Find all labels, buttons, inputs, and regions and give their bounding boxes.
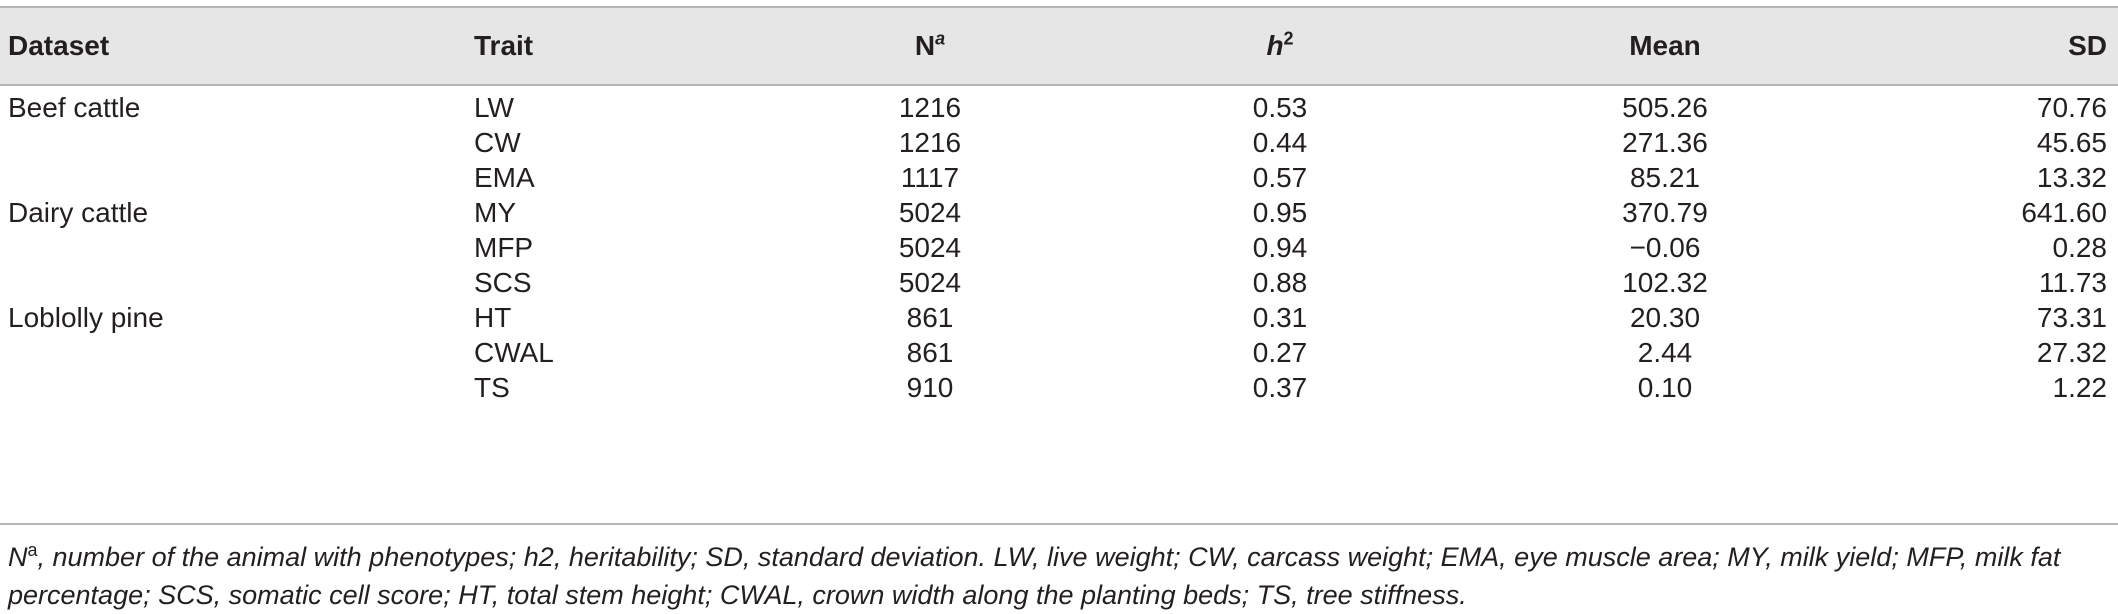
cell-h2: 0.44: [1252, 127, 1308, 158]
table-row: EMA 1117 0.57 85.21 13.32: [0, 160, 2118, 195]
cell-n: 861: [906, 302, 954, 333]
cell-sd: 70.76: [2036, 92, 2107, 123]
table-row: Beef cattle LW 1216 0.53 505.26 70.76: [0, 90, 2118, 125]
cell-trait: EMA: [474, 162, 535, 193]
table-top-rule: [0, 6, 2118, 8]
cell-trait: HT: [474, 302, 512, 333]
footnote-n-superscript: a: [27, 540, 38, 560]
cell-dataset: Beef cattle: [8, 92, 141, 123]
cell-sd: 27.32: [2036, 337, 2107, 368]
cell-sd: 1.22: [2052, 372, 2108, 403]
cell-trait: MY: [474, 197, 516, 228]
cell-trait: TS: [474, 372, 510, 403]
cell-trait: CW: [474, 127, 521, 158]
cell-trait: MFP: [474, 232, 534, 263]
table-row: TS 910 0.37 0.10 1.22: [0, 370, 2118, 405]
header-h2-superscript: 2: [1283, 28, 1294, 49]
cell-trait: LW: [474, 92, 514, 123]
table-header-row: Dataset Trait Na h2 Mean SD: [0, 8, 2118, 84]
table-header-rule: [0, 84, 2118, 86]
cell-trait: SCS: [474, 267, 532, 298]
table-row: Dairy cattle MY 5024 0.95 370.79 641.60: [0, 195, 2118, 230]
cell-dataset: Loblolly pine: [8, 302, 164, 333]
cell-h2: 0.88: [1252, 267, 1308, 298]
table-row: SCS 5024 0.88 102.32 11.73: [0, 265, 2118, 300]
cell-mean: 505.26: [1622, 92, 1708, 123]
cell-h2: 0.53: [1252, 92, 1308, 123]
table-row: Loblolly pine HT 861 0.31 20.30 73.31: [0, 300, 2118, 335]
cell-h2: 0.27: [1252, 337, 1308, 368]
cell-sd: 641.60: [2021, 197, 2107, 228]
cell-sd: 0.28: [2052, 232, 2108, 263]
cell-n: 5024: [898, 197, 962, 228]
cell-n: 1117: [900, 162, 960, 193]
header-h2-label: h: [1266, 30, 1284, 61]
cell-h2: 0.94: [1252, 232, 1308, 263]
cell-mean: 370.79: [1622, 197, 1708, 228]
cell-mean: 20.30: [1629, 302, 1701, 333]
cell-n: 1216: [898, 127, 962, 158]
cell-mean: 0.10: [1637, 372, 1693, 403]
cell-sd: 13.32: [2036, 162, 2107, 193]
header-n-superscript: a: [935, 28, 946, 49]
cell-n: 861: [906, 337, 954, 368]
header-trait: Trait: [474, 30, 534, 61]
cell-mean: 2.44: [1637, 337, 1693, 368]
cell-trait: CWAL: [474, 337, 554, 368]
footnote-n-symbol: N: [8, 542, 28, 572]
cell-h2: 0.57: [1252, 162, 1308, 193]
table-bottom-rule: [0, 523, 2118, 525]
cell-sd: 73.31: [2036, 302, 2107, 333]
header-n-label: N: [914, 30, 936, 61]
cell-n: 5024: [898, 267, 962, 298]
header-dataset: Dataset: [8, 30, 110, 61]
header-n: Na: [830, 8, 1030, 84]
header-sd: SD: [2068, 30, 2107, 61]
cell-mean: 271.36: [1622, 127, 1708, 158]
table-header-background: [0, 8, 2118, 84]
cell-h2: 0.95: [1252, 197, 1308, 228]
cell-h2: 0.31: [1252, 302, 1308, 333]
cell-mean: 102.32: [1622, 267, 1708, 298]
footnote-text: , number of the animal with phenotypes; …: [8, 542, 2061, 610]
table-row: CW 1216 0.44 271.36 45.65: [0, 125, 2118, 160]
cell-sd: 11.73: [2039, 267, 2107, 298]
cell-n: 910: [906, 372, 954, 403]
cell-mean: −0.06: [1629, 232, 1701, 263]
cell-n: 5024: [898, 232, 962, 263]
cell-mean: 85.21: [1629, 162, 1701, 193]
table-row: CWAL 861 0.27 2.44 27.32: [0, 335, 2118, 370]
header-mean: Mean: [1629, 30, 1701, 61]
cell-n: 1216: [898, 92, 962, 123]
header-h2: h2: [1180, 8, 1380, 84]
cell-dataset: Dairy cattle: [8, 197, 149, 228]
table-footnote: Na, number of the animal with phenotypes…: [8, 538, 2108, 614]
cell-sd: 45.65: [2036, 127, 2107, 158]
cell-h2: 0.37: [1252, 372, 1308, 403]
table-row: MFP 5024 0.94 −0.06 0.28: [0, 230, 2118, 265]
